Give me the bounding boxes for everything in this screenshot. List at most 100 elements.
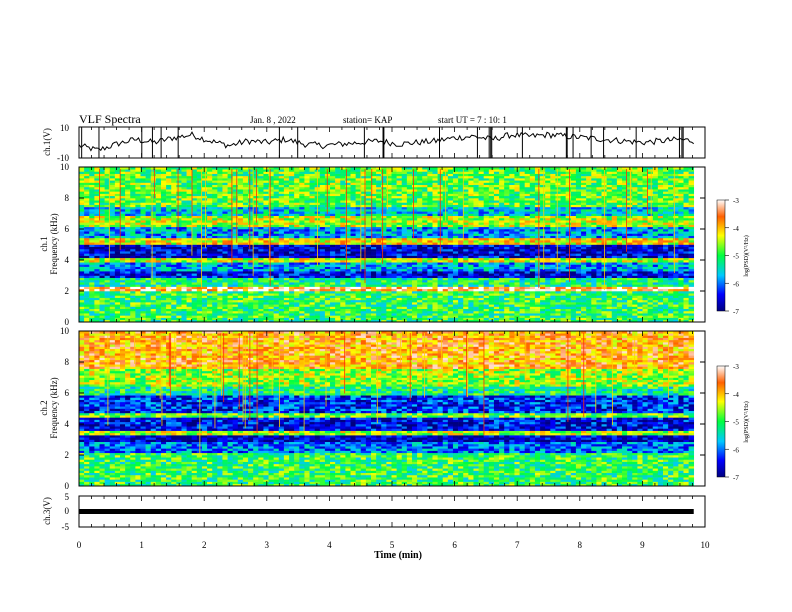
spectrogram-cell: [616, 282, 623, 285]
spectrogram-cell: [519, 242, 525, 245]
spectrogram-cell: [201, 235, 208, 239]
spectrogram-cell: [668, 310, 674, 314]
spectrogram-cell: [119, 242, 126, 245]
spectrogram-cell: [196, 295, 203, 298]
spectrogram-cell: [452, 279, 459, 283]
spectrogram-cell: [627, 279, 633, 283]
spectrogram-cell: [565, 253, 572, 256]
spectrogram-cell: [483, 293, 490, 296]
spectrogram-cell: [555, 237, 561, 241]
spectrogram-cell: [606, 295, 613, 298]
spectrogram-cell: [657, 304, 664, 307]
spectrogram-cell: [145, 279, 152, 283]
spectrogram-cell: [575, 273, 582, 276]
spectrogram-cell: [125, 282, 131, 285]
spectrogram-cell: [673, 288, 679, 292]
spectrogram-cell: [575, 275, 582, 279]
spectrogram-cell: [596, 310, 602, 314]
spectrogram-cell: [570, 306, 577, 310]
spectrogram-cell: [591, 266, 597, 270]
spectrogram-cell: [442, 275, 449, 279]
spectrogram-cell: [294, 237, 300, 241]
spectrogram-cell: [365, 257, 372, 261]
spectrogram-cell: [355, 271, 362, 274]
spectrogram-cell: [365, 302, 372, 305]
spectrogram-cell: [560, 231, 566, 234]
spectrogram-cell: [391, 277, 397, 281]
spectrogram-cell: [611, 299, 618, 303]
spectrogram-cell: [581, 319, 587, 323]
spectrogram-cell: [186, 315, 192, 318]
spectrogram-cell: [616, 264, 623, 267]
spectrogram-cell: [545, 286, 551, 290]
spectrogram-cell: [540, 295, 546, 298]
spectrogram-cell: [442, 251, 449, 254]
spectrogram-cell: [166, 308, 172, 312]
spectrogram-cell: [406, 308, 413, 312]
spectrogram-cell: [488, 286, 495, 290]
spectrogram-cell: [683, 273, 689, 276]
spectrogram-cell: [550, 275, 556, 279]
spectrogram-cell: [109, 313, 116, 316]
spectrogram-cell: [350, 288, 356, 292]
spectrogram-cell: [442, 231, 449, 234]
spectrogram-cell: [160, 233, 167, 236]
spectrogram-cell: [263, 313, 269, 316]
spectrogram-cell: [155, 291, 162, 294]
spectrogram-cell: [652, 282, 659, 285]
spectrogram-cell: [160, 242, 167, 245]
spectrogram-cell: [642, 293, 648, 296]
spectrogram-cell: [524, 275, 531, 279]
spectrogram-cell: [601, 291, 607, 294]
spectrogram-cell: [186, 313, 192, 316]
spectrogram-cell: [294, 317, 300, 321]
spectrogram-cell: [355, 257, 362, 261]
spectrogram-cell: [201, 299, 208, 303]
spectrogram-cell: [458, 295, 464, 298]
spectrogram-cell: [411, 253, 418, 256]
spectrogram-cell: [253, 284, 259, 287]
spectrogram-cell: [627, 240, 633, 243]
spectrogram-cell: [627, 299, 633, 303]
spectrogram-cell: [345, 317, 351, 321]
spectrogram-cell: [591, 317, 597, 321]
spectrogram-cell: [611, 288, 618, 292]
spectrogram-cell: [452, 248, 459, 252]
spectrogram-cell: [365, 255, 372, 259]
spectrogram-cell: [119, 271, 126, 274]
spectrogram-cell: [94, 229, 100, 232]
spectrogram-cell: [114, 275, 121, 279]
spectrogram-cell: [335, 315, 341, 318]
spectrogram-cell: [186, 319, 192, 323]
spectrogram-cell: [155, 297, 162, 301]
spectrogram-cell: [119, 251, 126, 254]
spectrogram-cell: [452, 246, 459, 250]
spectrogram-cell: [319, 299, 326, 303]
spectrogram-cell: [171, 231, 177, 234]
spectrogram-cell: [442, 233, 449, 236]
spectrogram-cell: [581, 253, 587, 256]
spectrogram-cell: [201, 275, 208, 279]
spectrogram-cell: [283, 315, 290, 318]
spectrogram-cell: [683, 306, 689, 310]
spectrogram-cell: [376, 242, 382, 245]
spectrogram-cell: [688, 235, 695, 239]
spectrogram-cell: [678, 262, 684, 265]
spectrogram-cell: [514, 240, 520, 243]
spectrogram-cell: [294, 273, 300, 276]
spectrogram-cell: [463, 282, 469, 285]
spectrogram-cell: [283, 242, 290, 245]
spectrogram-cell: [360, 275, 367, 279]
spectrogram-cell: [79, 264, 85, 267]
spectrogram-cell: [273, 297, 280, 301]
spectrogram-cell: [560, 242, 566, 245]
spectrogram-cell: [468, 248, 474, 252]
spectrogram-cell: [611, 310, 618, 314]
spectrogram-cell: [242, 286, 249, 290]
spectrogram-cell: [606, 293, 613, 296]
spectrogram-cell: [586, 235, 592, 239]
spectrogram-cell: [652, 306, 659, 310]
spectrogram-cell: [84, 273, 90, 276]
spectrogram-cell: [555, 248, 561, 252]
spectrogram-cell: [263, 295, 269, 298]
